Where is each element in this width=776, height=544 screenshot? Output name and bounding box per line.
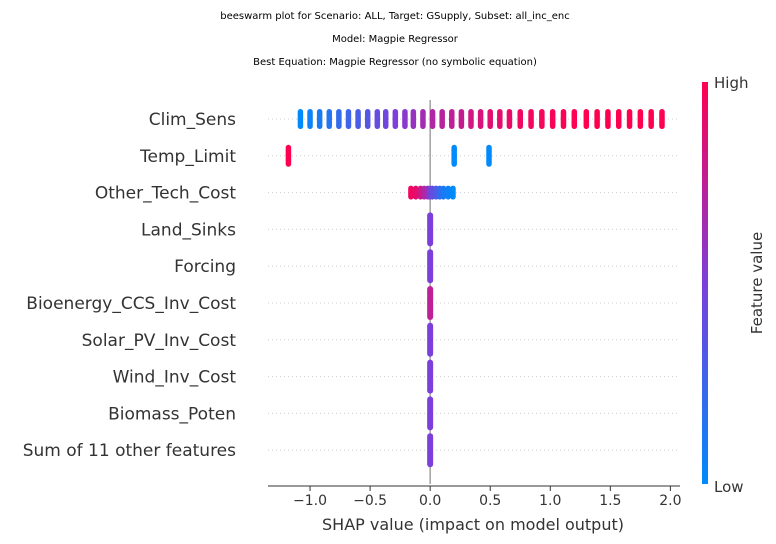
shap-point: [659, 109, 665, 129]
shap-point: [427, 322, 434, 357]
shap-point: [517, 109, 523, 129]
shap-point: [605, 109, 611, 129]
feature-label: Land_Sinks: [141, 220, 236, 240]
shap-point: [364, 109, 371, 129]
colorbar-low-label: Low: [714, 478, 744, 496]
feature-label: Sum of 11 other features: [23, 441, 236, 461]
feature-label: Temp_Limit: [139, 147, 236, 167]
feature-label: Wind_Inv_Cost: [113, 368, 237, 388]
shap-point: [439, 109, 445, 129]
shap-point: [497, 109, 503, 129]
shap-point: [345, 109, 352, 129]
x-tick-label: 0.5: [479, 493, 501, 509]
shap-point: [528, 109, 534, 129]
shap-point: [487, 109, 493, 129]
chart-subtitle-model: Model: Magpie Regressor: [332, 34, 459, 45]
feature-label: Forcing: [174, 257, 236, 277]
x-axis-ticks: −1.0 −0.5 0.0 0.5 1.0 1.5 2.0: [293, 486, 682, 509]
x-tick-label: 0.0: [419, 493, 441, 509]
shap-point: [583, 109, 590, 129]
shap-point: [549, 109, 556, 129]
x-tick-label: 1.5: [599, 493, 621, 509]
colorbar: [702, 82, 708, 484]
shap-point: [571, 109, 578, 129]
shap-point: [449, 109, 455, 129]
shap-point: [506, 109, 513, 129]
shap-point: [326, 109, 333, 129]
shap-point: [412, 185, 419, 200]
x-tick-label: 1.0: [539, 493, 561, 509]
shap-point: [427, 433, 434, 468]
shap-point: [560, 109, 567, 129]
feature-label: Bioenergy_CCS_Inv_Cost: [26, 294, 236, 314]
shap-point: [594, 109, 600, 129]
shap-point: [427, 396, 434, 431]
shap-point: [402, 109, 408, 129]
x-tick-label: −1.0: [293, 493, 327, 509]
shap-point: [429, 109, 436, 129]
shap-point: [285, 144, 292, 167]
shap-point: [427, 286, 434, 320]
colorbar-title: Feature value: [748, 232, 766, 334]
shap-point: [637, 109, 644, 129]
shap-point: [307, 109, 313, 129]
shap-point: [648, 109, 654, 129]
shap-point: [445, 185, 451, 200]
colorbar-high-label: High: [714, 74, 748, 92]
shap-point: [477, 109, 484, 129]
shap-point: [486, 144, 492, 167]
shap-point: [468, 109, 474, 129]
shap-point: [427, 359, 434, 394]
x-tick-label: 2.0: [659, 493, 681, 509]
shap-point: [316, 109, 323, 129]
shap-point: [626, 109, 633, 129]
shap-point: [427, 212, 434, 247]
shap-point: [427, 249, 434, 284]
shap-point: [615, 109, 622, 129]
shap-point: [410, 109, 417, 129]
shap-point: [382, 109, 389, 129]
shap-point: [539, 109, 545, 129]
chart-title: beeswarm plot for Scenario: ALL, Target:…: [220, 11, 569, 22]
x-tick-label: −0.5: [353, 493, 387, 509]
shap-point: [336, 109, 342, 129]
shap-point: [458, 109, 465, 129]
x-axis-label: SHAP value (impact on model output): [322, 515, 624, 534]
shap-point: [408, 185, 414, 200]
feature-gridlines: [268, 118, 680, 451]
feature-label: Clim_Sens: [149, 110, 236, 130]
shap-point: [420, 109, 426, 129]
feature-labels: Clim_Sens Temp_Limit Other_Tech_Cost Land_S…: [23, 110, 237, 461]
feature-label: Other_Tech_Cost: [95, 184, 236, 204]
shap-point: [355, 109, 361, 129]
shap-point: [450, 185, 456, 200]
shap-point: [392, 109, 399, 129]
feature-label: Solar_PV_Inv_Cost: [82, 331, 237, 351]
feature-label: Biomass_Poten: [108, 404, 236, 424]
chart-subtitle-equation: Best Equation: Magpie Regressor (no symb…: [253, 57, 537, 68]
shap-points: [285, 109, 665, 468]
shap-point: [374, 109, 381, 129]
shap-point: [451, 144, 457, 167]
shap-point: [297, 109, 304, 129]
shap-point: [440, 185, 447, 200]
